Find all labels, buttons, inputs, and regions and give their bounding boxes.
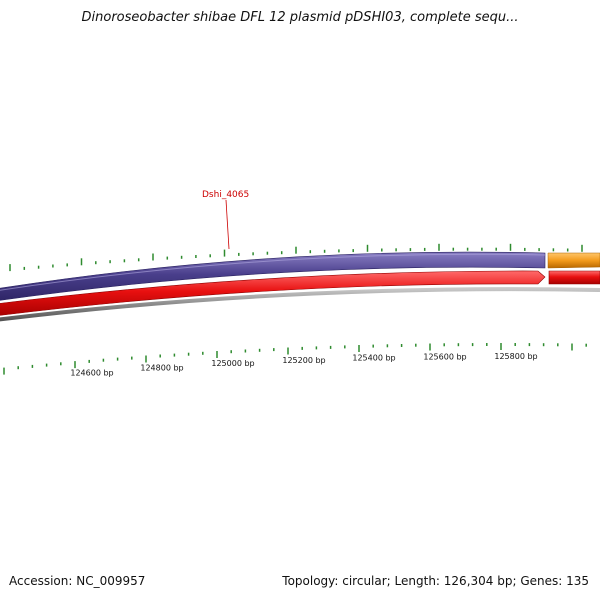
orange-gene-feature[interactable] xyxy=(547,252,600,269)
accession-text: Accession: NC_009957 xyxy=(9,574,146,588)
scale-label: 124600 bp xyxy=(70,369,113,378)
scale-label: 125200 bp xyxy=(282,356,325,365)
scale-label: 125800 bp xyxy=(494,352,537,361)
gene-label-leader xyxy=(225,199,230,250)
outer-tick-marks xyxy=(9,243,583,272)
scale-label: 124800 bp xyxy=(140,363,183,372)
scale-label: 125000 bp xyxy=(211,359,254,368)
plasmid-backbone xyxy=(0,287,600,322)
gene-label-dshi-4065[interactable]: Dshi_4065 xyxy=(202,190,249,200)
scale-labels: 124600 bp 124800 bp 125000 bp 125200 bp 1254… xyxy=(70,352,537,378)
topology-summary: Topology: circular; Length: 126,304 bp; … xyxy=(282,574,589,588)
map-title: Dinoroseobacter shibae DFL 12 plasmid pD… xyxy=(81,10,519,25)
scale-label: 125400 bp xyxy=(352,354,395,363)
plus-strand-highlight xyxy=(0,253,546,291)
inner-tick-marks xyxy=(3,343,587,375)
minus-strand-feature-right[interactable] xyxy=(548,270,600,285)
scale-label: 125600 bp xyxy=(423,352,466,361)
minus-strand-feature[interactable] xyxy=(0,270,546,316)
plus-strand-feature[interactable] xyxy=(0,251,546,301)
